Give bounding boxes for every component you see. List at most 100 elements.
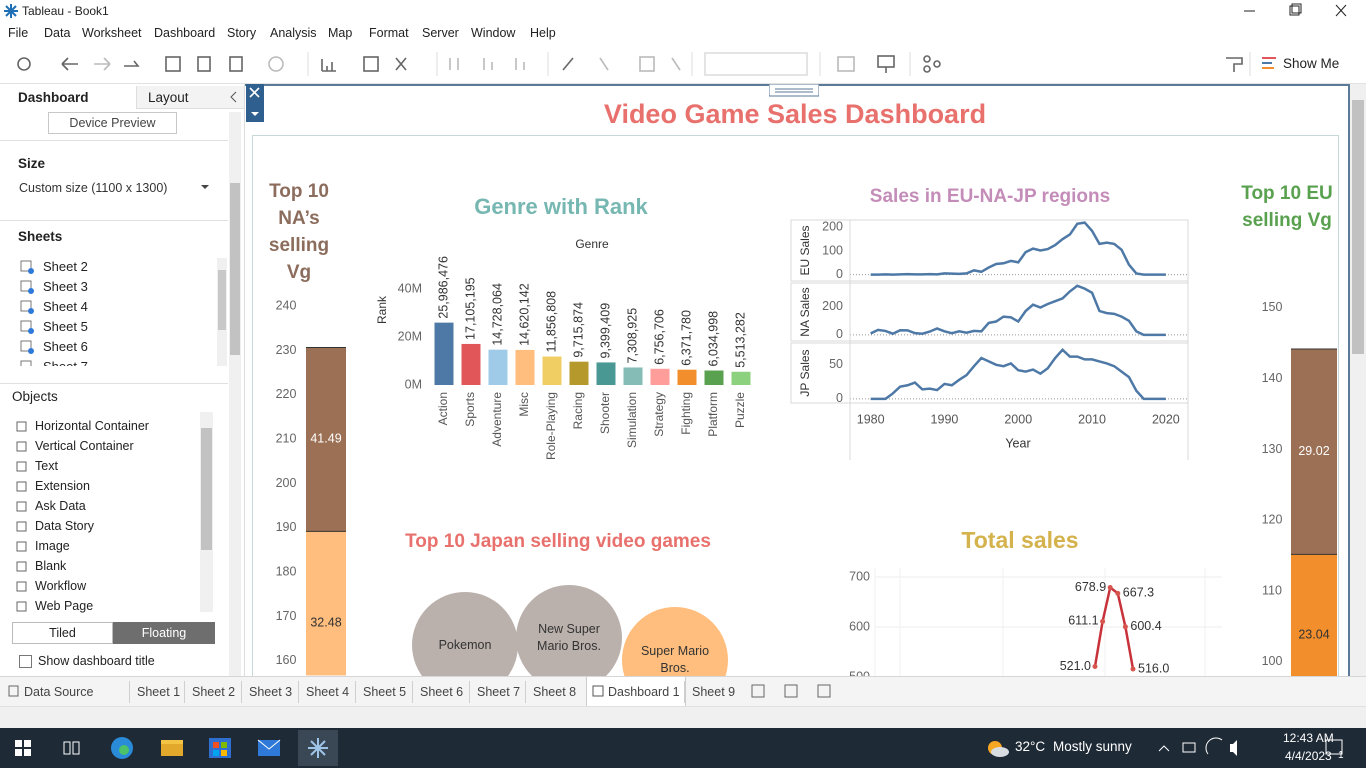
sheet-item[interactable]: Sheet 5: [43, 319, 88, 334]
object-item[interactable]: Extension: [35, 479, 90, 493]
object-item[interactable]: Data Story: [35, 519, 95, 533]
point: [1107, 585, 1113, 591]
object-item[interactable]: Vertical Container: [35, 439, 134, 453]
menu-item[interactable]: Server: [422, 26, 459, 40]
scrollbar-thumb[interactable]: [201, 428, 212, 550]
chevron: [230, 91, 237, 103]
bar: [542, 356, 562, 385]
icon-frame: [20, 260, 32, 272]
y-tick-label: 220: [276, 387, 297, 401]
y-tick-label: 200: [822, 220, 843, 234]
data-label: 7,308,925: [625, 308, 639, 364]
icon-dot: [28, 288, 34, 294]
object-item[interactable]: Image: [35, 539, 70, 553]
y-tick-label: 200: [276, 476, 297, 490]
drag-handle: [769, 84, 819, 97]
checkbox[interactable]: [19, 655, 32, 668]
y-tick-label: 500: [849, 669, 870, 676]
object-item[interactable]: Blank: [35, 559, 67, 573]
point: [1100, 618, 1106, 624]
sheet-item[interactable]: Sheet 6: [43, 339, 88, 354]
bar-segment: [1291, 554, 1337, 676]
y-tick-label: 0: [836, 267, 843, 281]
scrollbar-thumb[interactable]: [230, 183, 240, 355]
layout-toggle[interactable]: Floating: [113, 622, 215, 644]
menu-item[interactable]: Format: [369, 26, 409, 40]
object-item[interactable]: Horizontal Container: [35, 419, 149, 433]
x-tick-label: 2000: [1004, 412, 1032, 426]
x-axis-label: Year: [1005, 436, 1030, 450]
bar: [434, 322, 454, 385]
sheet-icon: [20, 280, 34, 294]
sheet-item[interactable]: Sheet 4: [43, 299, 88, 314]
divider: [0, 220, 228, 221]
sheet-tab[interactable]: Sheet 5: [363, 685, 407, 699]
tab-separator: [241, 681, 242, 703]
sheet-tab[interactable]: Sheet 7: [477, 685, 521, 699]
menu-item[interactable]: Analysis: [270, 26, 317, 40]
sheet-icon: [20, 300, 34, 314]
panel-tab[interactable]: Dashboard: [18, 90, 89, 105]
menu-item[interactable]: File: [8, 26, 29, 40]
notification-count[interactable]: 1: [1338, 750, 1344, 761]
bar: [596, 362, 616, 385]
x-axis-header: Genre: [575, 237, 609, 251]
sheet-tab[interactable]: Dashboard 1: [608, 685, 680, 699]
section-heading: Objects: [12, 389, 58, 404]
device-preview-button[interactable]: Device Preview: [48, 112, 177, 134]
sheet-item[interactable]: Sheet 3: [43, 279, 88, 294]
data-label: 17,105,195: [463, 277, 477, 340]
object-item[interactable]: Ask Data: [35, 499, 86, 513]
sheet-tab[interactable]: Sheet 2: [192, 685, 236, 699]
collapse-icon: [230, 91, 237, 103]
icon-frame: [20, 320, 32, 332]
data-label: 6,034,998: [706, 311, 720, 367]
sheet-tab[interactable]: Sheet 6: [420, 685, 464, 699]
y-tick-label: 100: [822, 243, 843, 257]
y-tick-label: 160: [276, 653, 297, 667]
x-tick-label: Puzzle: [733, 392, 747, 428]
icon-frame: [16, 561, 27, 572]
sheet-tab[interactable]: Sheet 8: [533, 685, 577, 699]
tab-separator: [469, 681, 470, 703]
panel-tab[interactable]: Layout: [148, 90, 189, 105]
layout-toggle[interactable]: Tiled: [12, 622, 113, 644]
menu-item[interactable]: Data: [44, 26, 71, 40]
show-me-button[interactable]: Show Me: [1283, 56, 1340, 71]
menu-item[interactable]: Story: [227, 26, 257, 40]
y-axis-label: NA Sales: [798, 287, 812, 336]
bubble-label: New Super Mario Bros.: [537, 622, 601, 653]
weather-temp: 32°C: [1015, 739, 1046, 754]
point: [1122, 624, 1128, 630]
sheet-tab[interactable]: Sheet 9: [692, 685, 736, 699]
sheet-tab[interactable]: Data Source: [24, 685, 94, 699]
line: [870, 221, 1166, 276]
status-bar: [0, 706, 1366, 728]
sheet-tab[interactable]: Sheet 1: [137, 685, 181, 699]
x-tick-label: Action: [436, 392, 450, 425]
menu-item[interactable]: Window: [471, 26, 516, 40]
menu-item[interactable]: Map: [328, 26, 353, 40]
object-item[interactable]: Workflow: [35, 579, 87, 593]
line: [1093, 585, 1135, 670]
object-item[interactable]: Web Page: [35, 599, 94, 613]
sheet-tab[interactable]: Sheet 3: [249, 685, 293, 699]
sheet-list: Sheet 2 Sheet 3 Sheet 4 Sheet 5 Sheet 6 Sheet…: [0, 256, 216, 366]
menu-item[interactable]: Dashboard: [154, 26, 216, 40]
scrollbar-thumb[interactable]: [1352, 100, 1364, 354]
sheet-item[interactable]: Sheet 7: [43, 359, 88, 366]
panel-frame: [790, 219, 1189, 282]
data-label: 29.02: [1298, 444, 1329, 458]
x-tick-label: Role-Playing: [544, 392, 558, 460]
sheet-item[interactable]: Sheet 2: [43, 259, 88, 274]
object-item[interactable]: Text: [35, 459, 58, 473]
object-icon: [16, 541, 27, 552]
menu-item[interactable]: Help: [530, 26, 556, 40]
size-dropdown[interactable]: Custom size (1100 x 1300): [19, 181, 168, 195]
bar: [515, 349, 535, 385]
menu-item[interactable]: Worksheet: [82, 26, 142, 40]
scrollbar-thumb[interactable]: [218, 270, 226, 330]
sheet-tab[interactable]: Sheet 4: [306, 685, 350, 699]
y-tick-label: 230: [276, 343, 297, 357]
app-icon: [4, 4, 18, 18]
